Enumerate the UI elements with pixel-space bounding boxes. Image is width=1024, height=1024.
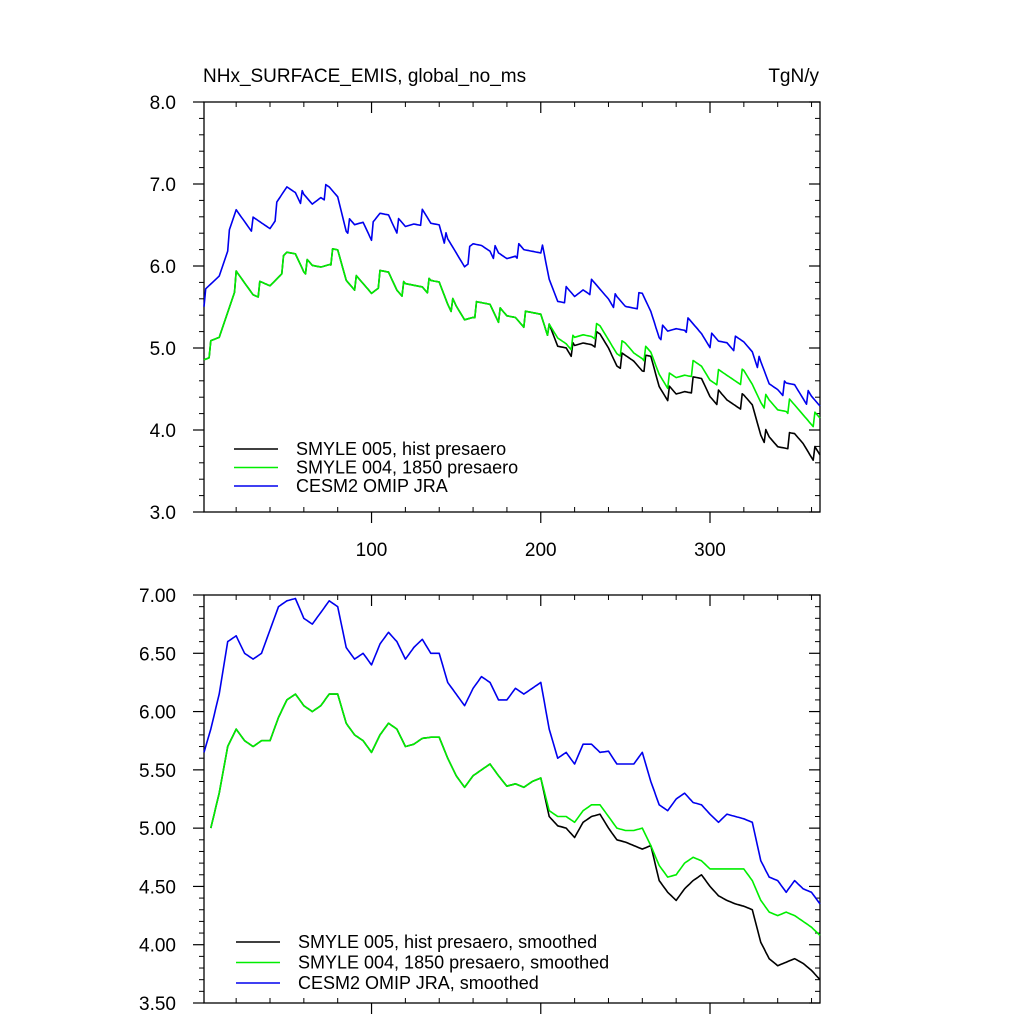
y-tick-label: 4.00 — [139, 936, 176, 957]
legend-label: CESM2 OMIP JRA — [296, 476, 448, 496]
bottom-series-lines — [203, 597, 821, 981]
top-plot-frame — [203, 101, 821, 513]
y-tick-label: 7.0 — [150, 175, 176, 196]
legend-label: SMYLE 004, 1850 presaero, smoothed — [298, 953, 609, 973]
x-tick-label: 200 — [525, 540, 557, 561]
y-tick-label: 3.50 — [139, 994, 176, 1015]
series-line-1 — [203, 248, 821, 428]
series-line-1 — [210, 693, 821, 936]
bottom-panel: 3.50 4.00 4.50 5.00 5.50 6.00 6.50 7.00 SMYLE 0… — [139, 586, 821, 1015]
top-series-lines — [203, 183, 821, 462]
y-tick-label: 4.0 — [150, 421, 176, 442]
legend-label: SMYLE 005, hist presaero — [296, 439, 506, 459]
series-line-2 — [203, 597, 821, 905]
bottom-axis-ticks: 3.50 4.00 4.50 5.00 5.50 6.00 6.50 7.00 — [139, 586, 820, 1015]
bottom-plot-frame — [203, 594, 821, 1004]
top-chart-units: TgN/y — [768, 66, 819, 87]
y-tick-label: 4.50 — [139, 877, 176, 898]
y-tick-label: 6.0 — [150, 257, 176, 278]
top-panel: 3.0 4.0 5.0 6.0 7.0 8.0 100 200 300 SMYLE 005, h… — [150, 66, 821, 561]
y-tick-label: 3.0 — [150, 503, 176, 524]
x-tick-label: 300 — [694, 540, 726, 561]
y-tick-label: 5.50 — [139, 761, 176, 782]
bottom-legend: SMYLE 005, hist presaero, smoothedSMYLE … — [236, 932, 609, 993]
y-tick-label: 8.0 — [150, 93, 176, 114]
y-tick-label: 7.00 — [139, 586, 176, 607]
legend-label: CESM2 OMIP JRA, smoothed — [298, 973, 539, 993]
y-tick-label: 5.00 — [139, 819, 176, 840]
y-tick-label: 6.00 — [139, 703, 176, 724]
x-tick-label: 100 — [356, 540, 388, 561]
series-line-2 — [203, 183, 821, 407]
y-tick-label: 6.50 — [139, 644, 176, 665]
top-chart-title: NHx_SURFACE_EMIS, global_no_ms — [203, 66, 526, 87]
y-tick-label: 5.0 — [150, 339, 176, 360]
legend-label: SMYLE 005, hist presaero, smoothed — [298, 932, 597, 952]
top-axis-ticks: 3.0 4.0 5.0 6.0 7.0 8.0 100 200 300 — [150, 93, 820, 561]
series-line-0 — [203, 248, 821, 462]
legend-label: SMYLE 004, 1850 presaero — [296, 458, 518, 478]
